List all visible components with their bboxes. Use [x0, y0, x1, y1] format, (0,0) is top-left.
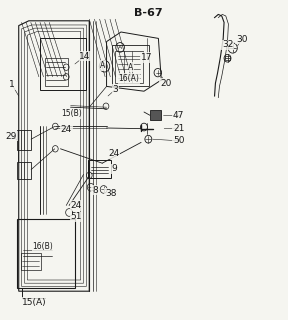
Bar — [17, 219, 75, 288]
Text: 16(A): 16(A) — [119, 74, 139, 83]
Text: 50: 50 — [173, 136, 184, 145]
Text: 30: 30 — [236, 35, 248, 44]
Text: 8: 8 — [92, 186, 98, 195]
Text: 3: 3 — [112, 85, 118, 94]
Bar — [45, 58, 68, 86]
Text: 38: 38 — [105, 189, 117, 198]
Text: 16(B): 16(B) — [32, 242, 53, 251]
Text: 14: 14 — [79, 52, 91, 60]
Text: B-67: B-67 — [134, 8, 163, 19]
Bar — [225, 56, 230, 60]
Text: 51: 51 — [71, 212, 82, 221]
Text: A: A — [100, 61, 105, 70]
Text: 24: 24 — [108, 149, 120, 158]
Bar — [88, 160, 111, 178]
Text: 24: 24 — [60, 125, 72, 134]
Text: A: A — [102, 63, 107, 69]
Text: 21: 21 — [173, 124, 184, 132]
Text: A: A — [118, 45, 122, 50]
Bar — [17, 130, 31, 150]
Text: 9: 9 — [111, 164, 117, 173]
Bar — [150, 110, 161, 120]
Text: 15(A): 15(A) — [22, 298, 47, 307]
Text: 47: 47 — [173, 111, 184, 120]
Text: A: A — [128, 63, 134, 72]
Text: 15(B): 15(B) — [62, 109, 82, 118]
Bar — [115, 51, 143, 83]
Text: 29: 29 — [6, 132, 17, 140]
Bar — [17, 162, 31, 179]
Text: 17: 17 — [141, 53, 153, 62]
Bar — [40, 38, 86, 90]
Text: 32: 32 — [222, 40, 233, 49]
Bar — [112, 45, 149, 86]
Text: 24: 24 — [71, 201, 82, 210]
Text: 1: 1 — [9, 80, 15, 89]
Bar — [21, 253, 41, 270]
Text: 20: 20 — [160, 79, 171, 88]
